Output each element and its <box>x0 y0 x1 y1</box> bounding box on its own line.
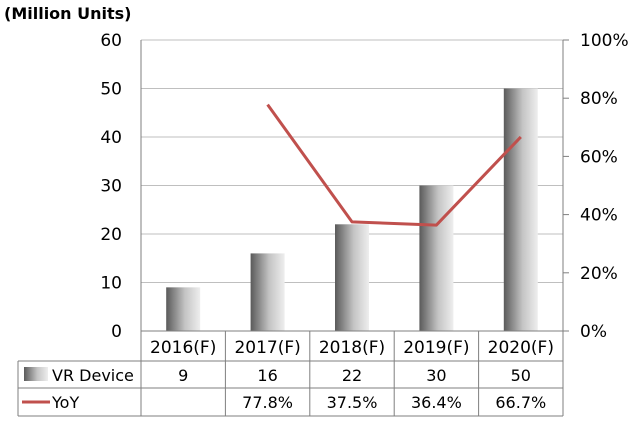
x-category-label: 2019(F) <box>403 338 469 358</box>
bar-series <box>166 88 538 331</box>
legend-label-yoy: YoY <box>51 393 79 412</box>
y-left-tick-label: 10 <box>100 274 122 294</box>
legend-label-vr-device: VR Device <box>52 366 134 385</box>
bar <box>419 185 454 331</box>
axes: 0 10 20 30 40 50 60 0% 20% 40% 60% 80% 100% <box>100 31 628 342</box>
y-right-tick-label: 60% <box>580 147 618 167</box>
y-right-tick-label: 80% <box>580 89 618 109</box>
x-category-label: 2016(F) <box>150 338 216 358</box>
yoy-line-series <box>266 103 522 227</box>
data-table: 2016(F) 2017(F) 2018(F) 2019(F) 2020(F) VR De… <box>17 330 564 417</box>
x-category-label: 2018(F) <box>319 338 385 358</box>
y-right-tick-label: 0% <box>580 322 607 342</box>
table-cell-yoy: 77.8% <box>242 393 293 412</box>
unit-label: (Million Units) <box>4 4 131 23</box>
table-cell-vr-device: 50 <box>511 366 531 385</box>
bar <box>335 224 369 331</box>
y-right-tick-label: 100% <box>580 31 629 51</box>
table-cell-vr-device: 9 <box>178 366 188 385</box>
bar <box>250 253 285 331</box>
y-left-tick-label: 50 <box>100 80 122 100</box>
y-left-tick-label: 30 <box>100 177 122 197</box>
table-cell-yoy: 36.4% <box>411 393 462 412</box>
table-cell-vr-device: 30 <box>426 366 446 385</box>
y-right-tick-label: 40% <box>580 206 618 226</box>
table-cell-vr-device: 22 <box>342 366 362 385</box>
table-cell-yoy: 66.7% <box>495 393 546 412</box>
x-category-label: 2017(F) <box>234 338 300 358</box>
bar <box>503 88 538 331</box>
legend-swatch-vr-device <box>24 367 48 381</box>
table-cell-vr-device: 16 <box>257 366 277 385</box>
y-left-tick-label: 60 <box>100 31 122 51</box>
y-left-tick-label: 40 <box>100 128 122 148</box>
x-category-label: 2020(F) <box>488 338 554 358</box>
gridlines <box>141 39 563 283</box>
yoy-line <box>266 103 522 227</box>
table-cell-yoy: 37.5% <box>327 393 378 412</box>
bar <box>166 287 201 331</box>
y-left-tick-label: 0 <box>111 322 122 342</box>
y-left-tick-label: 20 <box>100 225 122 245</box>
y-right-tick-label: 20% <box>580 264 618 284</box>
